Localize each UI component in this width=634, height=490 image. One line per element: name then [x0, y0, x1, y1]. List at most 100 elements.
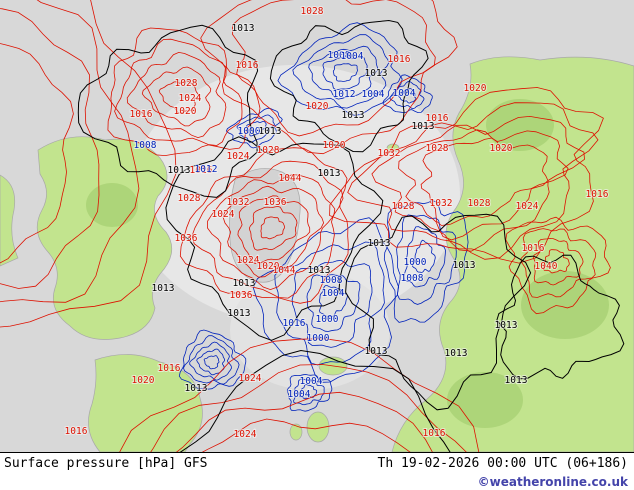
pressure-label: 1013: [152, 283, 175, 294]
pressure-label: 1032: [430, 198, 453, 209]
isobar-contour: [396, 214, 457, 305]
isobar-contour: [183, 335, 240, 385]
isobar-contour: [232, 0, 436, 137]
isobar-contour: [308, 45, 379, 100]
terrain-shade: [486, 99, 554, 151]
pressure-label: 1024: [227, 151, 250, 162]
pressure-label: 1004: [341, 51, 364, 62]
pressure-label: 1016: [423, 428, 446, 439]
pressure-label: 1020: [132, 375, 155, 386]
terrain-shade: [447, 372, 523, 428]
pressure-label: 1036: [264, 197, 287, 208]
isobar-contour: [237, 195, 311, 265]
landmass-north-america: [36, 136, 173, 340]
pressure-label: 1036: [230, 290, 253, 301]
pressure-label: 1004: [393, 88, 416, 99]
isobar-contour: [175, 391, 433, 452]
pressure-label: 1024: [239, 373, 262, 384]
terrain-shade: [521, 271, 609, 339]
isobar-contour: [126, 51, 227, 139]
pressure-label: 1044: [273, 265, 296, 276]
pressure-label: 1032: [378, 148, 401, 159]
map-datetime: Th 19-02-2026 00:00 UTC (06+186): [377, 456, 628, 471]
isobar-contour: [397, 88, 417, 104]
isobar-contour: [203, 355, 220, 370]
isobar-contour: [292, 34, 390, 109]
pressure-label: 1008: [134, 140, 157, 151]
isobar-contour: [420, 137, 549, 226]
pressure-label: 1032: [227, 197, 250, 208]
isobar-contour: [246, 121, 267, 137]
isobar-contour: [165, 136, 384, 341]
isobar-contour: [269, 19, 429, 153]
pressure-label: 1013: [453, 260, 476, 271]
pressure-label: 1024: [234, 429, 257, 440]
isobar-contour: [179, 349, 451, 452]
isobar-contour: [77, 24, 259, 198]
isobar-contour: [291, 259, 373, 348]
isobar-contour: [403, 226, 446, 288]
isobar-contour: [225, 107, 283, 149]
pressure-label: 1004: [322, 288, 345, 299]
pressure-label: 1013: [168, 165, 191, 176]
isobar-contour: [345, 213, 532, 411]
isobar-contour: [248, 205, 298, 251]
isobar-contour: [222, 185, 325, 278]
pressure-label: 1016: [190, 165, 213, 176]
pressure-label: 1024: [179, 93, 202, 104]
pressure-label: 1016: [586, 189, 609, 200]
pressure-label: 1036: [175, 233, 198, 244]
pressure-label: 1013: [308, 265, 331, 276]
isobar-contour: [252, 217, 400, 383]
isobar-contour: [389, 81, 425, 110]
isobar-contour: [293, 378, 325, 406]
isobar-contour: [505, 216, 611, 315]
landmass-left-edge: [0, 174, 19, 267]
pressure-label: 1013: [232, 23, 255, 34]
pressure-label: 1028: [178, 193, 201, 204]
isobar-contour: [332, 63, 358, 82]
pressure-label: 1008: [320, 275, 343, 286]
pressure-label: 1016: [522, 243, 545, 254]
isobar-contour: [306, 274, 361, 332]
isobar-contour: [496, 254, 625, 380]
landmass-britain: [306, 411, 330, 443]
pressure-label: 1013: [228, 308, 251, 319]
pressure-label: 1000: [404, 257, 427, 268]
pressure-map: 1028 1013 1008 1004 1016 1016 1013 1028 1020 1024…: [0, 0, 634, 453]
isobar-contour: [371, 115, 585, 252]
pressure-label: 1040: [535, 261, 558, 272]
landmass-ireland: [289, 423, 303, 441]
isobar-contour: [158, 80, 199, 114]
pressure-label: 1013: [445, 348, 468, 359]
pressure-label: 1028: [175, 78, 198, 89]
pressure-label: 1000: [238, 126, 261, 137]
isobar-contour: [141, 66, 212, 127]
pressure-label: 1004: [362, 89, 385, 100]
pressure-label: 1028: [301, 6, 324, 17]
isobar-contour: [383, 200, 469, 323]
isobar-contour: [398, 129, 569, 241]
isobar-contour: [0, 8, 100, 289]
pressure-label: 1028: [426, 143, 449, 154]
pressure-label: 1013: [259, 126, 282, 137]
pressure-label: 1016: [158, 363, 181, 374]
pressure-label: 1000: [316, 314, 339, 325]
pressure-label: 1016: [236, 60, 259, 71]
isobar-contour: [0, 43, 74, 264]
pressure-label: 1020: [464, 83, 487, 94]
pressure-label: 1013: [342, 110, 365, 121]
copyright-link[interactable]: ©weatheronline.co.uk: [477, 475, 628, 489]
pressure-label: 1016: [65, 426, 88, 437]
pressure-label: 1013: [505, 375, 528, 386]
pressure-label: 1044: [279, 173, 302, 184]
isobar-contour: [382, 74, 433, 114]
pressure-label: 1020: [257, 261, 280, 272]
pressure-label: 1028: [257, 145, 280, 156]
isobar-contour: [322, 56, 368, 90]
pressure-label: 1008: [328, 50, 351, 61]
pressure-label: 1013: [368, 238, 391, 249]
pressure-label: 1024: [237, 255, 260, 266]
pressure-label: 1013: [495, 320, 518, 331]
